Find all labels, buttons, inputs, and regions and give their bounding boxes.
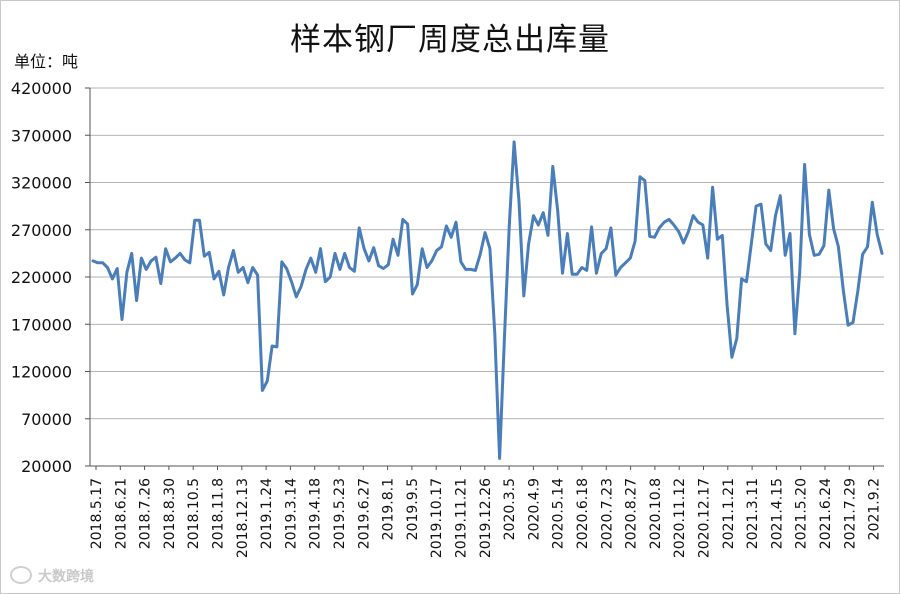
y-tick-label: 170000 [11, 315, 72, 334]
y-axis-ticks: 20000 70000 120000 170000 220000 270000 320000… [11, 79, 90, 476]
x-tick-label: 2019.11.21 [454, 478, 470, 558]
x-tick-label: 2019.12.26 [478, 478, 494, 558]
x-tick-label: 2020.11.12 [672, 478, 688, 558]
x-tick-label: 2018.11.8 [211, 478, 227, 549]
x-tick-label: 2019.6.27 [356, 478, 372, 549]
x-tick-label: 2018.12.13 [235, 478, 251, 558]
y-tick-label: 120000 [11, 363, 72, 382]
x-tick-label: 2018.8.30 [162, 478, 178, 549]
x-tick-label: 2019.3.14 [283, 478, 299, 549]
x-tick-label: 2021.1.21 [721, 478, 737, 549]
x-axis-ticks: 2018.5.17 2018.6.21 2018.7.26 2018.8.30 2018… [89, 466, 883, 558]
x-tick-label: 2019.1.24 [259, 478, 275, 549]
series-group [91, 140, 884, 460]
watermark-text: 大数跨境 [38, 569, 94, 585]
y-tick-label: 20000 [21, 457, 72, 476]
x-tick-label: 2018.7.26 [138, 478, 154, 549]
watermark-logo-icon [10, 566, 32, 584]
x-tick-label: 2020.8.27 [624, 478, 640, 549]
x-tick-label: 2020.6.18 [575, 478, 591, 549]
x-tick-label: 2019.8.1 [381, 478, 397, 540]
x-tick-label: 2021.7.29 [842, 478, 858, 549]
x-tick-label: 2019.9.5 [405, 478, 421, 540]
chart-title: 样本钢厂周度总出库量 [290, 22, 610, 58]
y-tick-label: 220000 [11, 268, 72, 287]
y-tick-label: 370000 [11, 126, 72, 145]
x-tick-label: 2020.7.23 [599, 478, 615, 549]
y-tick-label: 270000 [11, 221, 72, 240]
unit-label: 单位：吨 [14, 52, 79, 71]
y-tick-label: 420000 [11, 79, 72, 98]
x-tick-label: 2018.5.17 [89, 478, 105, 549]
x-tick-label: 2021.4.15 [769, 478, 785, 549]
y-tick-label: 320000 [11, 174, 72, 193]
watermark: 大数跨境 [10, 566, 94, 586]
x-tick-label: 2018.10.5 [186, 478, 202, 549]
x-tick-label: 2018.6.21 [113, 478, 129, 549]
x-tick-label: 2021.9.2 [867, 478, 883, 540]
x-tick-label: 2019.10.17 [429, 478, 445, 558]
x-tick-label: 2020.4.9 [526, 478, 542, 540]
x-tick-label: 2019.5.23 [332, 478, 348, 549]
y-tick-label: 70000 [21, 410, 72, 429]
x-tick-label: 2020.5.14 [551, 478, 567, 549]
x-tick-label: 2021.5.20 [794, 478, 810, 549]
x-tick-label: 2020.10.8 [648, 478, 664, 549]
x-tick-label: 2021.3.11 [745, 478, 761, 549]
x-tick-label: 2020.3.5 [502, 478, 518, 540]
x-tick-label: 2021.6.24 [818, 478, 834, 549]
x-tick-label: 2020.12.17 [697, 478, 713, 558]
x-tick-label: 2019.4.18 [308, 478, 324, 549]
series-line [91, 140, 884, 460]
